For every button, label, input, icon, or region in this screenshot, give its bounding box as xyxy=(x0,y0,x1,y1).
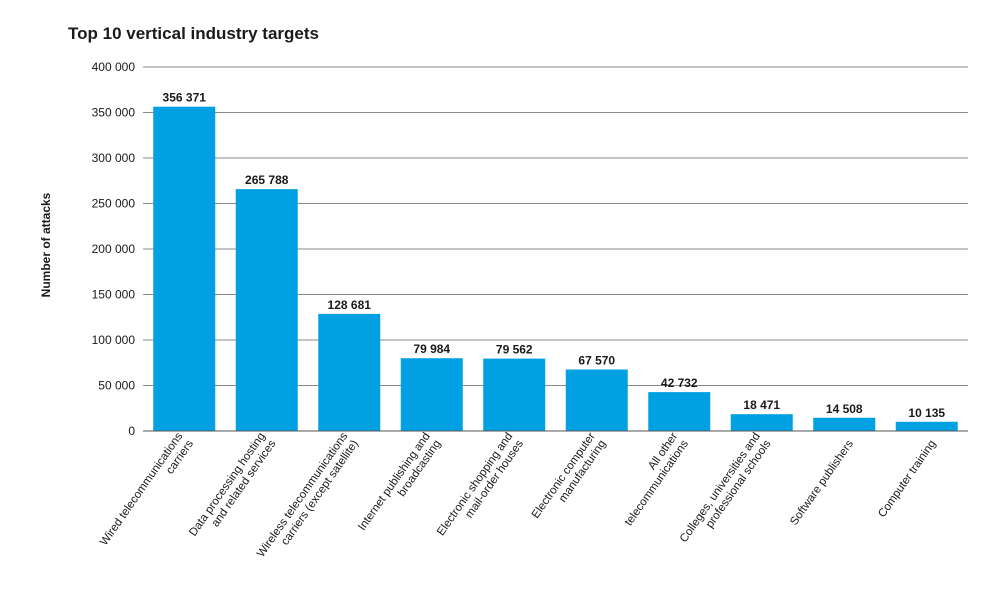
bar xyxy=(483,358,546,431)
y-tick-label: 150 000 xyxy=(92,288,136,302)
x-tick-label: Electronic shopping andmail-order houses xyxy=(435,430,526,545)
bar xyxy=(565,369,628,431)
bar xyxy=(318,313,381,431)
x-tick-label: Computer training xyxy=(876,438,938,520)
x-tick-label: Electronic computermanufacturing xyxy=(530,431,609,529)
x-tick-label: Wired telecommunicationscarriers xyxy=(98,430,196,555)
y-tick-label: 250 000 xyxy=(92,197,136,211)
bar xyxy=(813,417,876,431)
value-label: 265 788 xyxy=(245,173,289,187)
y-tick-label: 100 000 xyxy=(92,333,136,347)
x-tick-label: Data processing hostingand related servi… xyxy=(187,430,278,546)
x-tick-label: Software publishers xyxy=(788,438,856,528)
x-tick-label: Colleges, universities andprofessional s… xyxy=(678,430,774,552)
bar xyxy=(235,189,298,431)
bar xyxy=(400,358,463,431)
y-tick-label: 300 000 xyxy=(92,151,136,165)
y-tick-label: 0 xyxy=(128,424,135,438)
value-label: 18 471 xyxy=(743,398,780,412)
value-label: 14 508 xyxy=(826,402,863,416)
value-label: 79 562 xyxy=(496,343,533,357)
y-tick-label: 350 000 xyxy=(92,106,136,120)
value-label: 79 984 xyxy=(413,342,450,356)
value-label: 128 681 xyxy=(328,298,372,312)
bar xyxy=(648,392,711,431)
bar xyxy=(730,414,793,431)
bar xyxy=(895,421,958,431)
value-label: 10 135 xyxy=(908,406,945,420)
x-tick-label: All othertelecommunications xyxy=(612,430,691,528)
value-labels: 356 371 265 788 128 681 79 984 79 562 67 570 4… xyxy=(163,91,946,420)
bars xyxy=(153,106,958,431)
y-axis-label: Number of attacks xyxy=(39,192,53,297)
bar xyxy=(153,106,216,431)
y-tick-label: 200 000 xyxy=(92,242,136,256)
chart-title: Top 10 vertical industry targets xyxy=(68,24,319,43)
value-label: 42 732 xyxy=(661,376,698,390)
value-label: 356 371 xyxy=(163,91,207,105)
y-axis-ticks: 0 50 000 100 000 150 000 200 000 250 000 300 0… xyxy=(92,60,136,438)
y-tick-label: 400 000 xyxy=(92,60,136,74)
y-tick-label: 50 000 xyxy=(98,379,135,393)
x-tick-label: Internet publishing andbroadcasting xyxy=(356,431,443,541)
gridlines xyxy=(143,66,968,386)
value-label: 67 570 xyxy=(578,354,615,368)
